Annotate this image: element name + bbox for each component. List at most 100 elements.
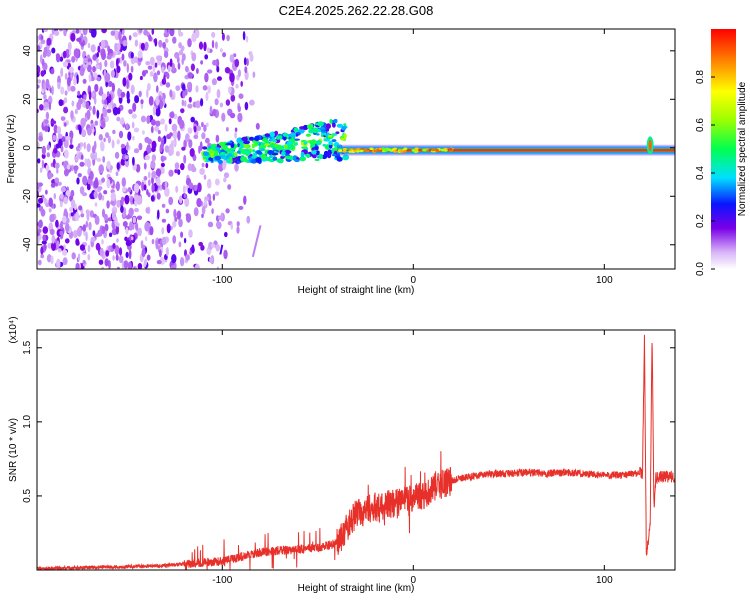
spectrogram-noise-cell [41,159,45,169]
spectrogram-carrier-cell [398,149,403,152]
spectrogram-noise-cell [112,106,119,116]
spectrogram-noise-cell [89,170,94,181]
spectrogram-noise-cell [238,205,244,210]
spectrogram-noise-cell [183,154,187,164]
spectrogram-noise-cell [150,126,154,134]
spectrogram-noise-cell [233,53,237,58]
spectrogram-noise-cell [43,29,48,33]
spectrogram-noise-cell [144,236,148,241]
spectrogram-noise-cell [155,120,161,127]
spectrogram-noise-cell [153,38,157,44]
snr-series-line [37,334,675,570]
spectrogram-noise-cell [79,161,85,167]
spectrogram-noise-cell [150,195,155,202]
spectrogram-carrier-cell [393,150,398,153]
spectrogram-stray-mark [219,244,224,255]
spectrogram-noise-cell [164,123,168,132]
spectrogram-noise-cell [227,184,232,190]
spectrogram-noise-cell [62,50,67,59]
spectrogram-noise-cell [85,231,88,242]
spectrogram-noise-cell [148,34,152,42]
spectrogram-noise-cell [142,130,145,135]
spectrogram-noise-cell [130,56,136,65]
spectrogram-noise-cell [182,90,186,99]
spectrogram-trace-cell [300,141,305,146]
spectrogram-trace-cell [300,151,305,158]
spectrogram-trace-cell [294,159,300,163]
spectrogram-noise-cell [141,181,145,192]
spectrogram-noise-cell [194,263,200,269]
spectrogram-noise-cell [100,113,104,122]
spectrogram-noise-cell [204,72,209,83]
y-tick-label: 0 [22,145,33,151]
spectrogram-noise-cell [99,61,102,71]
spectrogram-noise-cell [128,35,132,41]
spectrogram-carrier-cell [384,148,389,152]
spectrogram-noise-cell [83,94,87,100]
spectrogram-noise-cell [90,44,96,53]
spectrogram-trace-cell [269,154,273,159]
spectrogram-noise-cell [104,258,109,267]
spectrogram-carrier-cell [435,149,440,153]
spectrogram-noise-cell [163,74,166,84]
spectrogram-noise-cell [110,200,115,205]
spectrogram-noise-cell [121,29,125,36]
spectrogram-noise-cell [101,177,105,183]
spectrogram-noise-cell [122,40,128,47]
spectrogram-noise-cell [123,260,129,269]
spectrogram-noise-cell [118,255,124,264]
spectrogram-noise-cell [41,153,46,159]
spectrogram-noise-cell [70,212,74,217]
spectrogram-noise-cell [80,129,87,137]
spectrogram-noise-cell [44,119,49,124]
spectrogram-noise-cell [48,101,52,111]
spectrogram-noise-cell [76,37,82,42]
spectrogram-noise-cell [219,102,224,108]
spectrogram-noise-cell [187,38,192,48]
spectrogram-trace-cell [236,137,241,144]
spectrogram-noise-cell [246,58,249,67]
spectrogram-noise-cell [70,189,75,198]
spectrogram-trace-cell [262,138,269,143]
spectrogram-noise-cell [200,244,205,251]
spectrogram-noise-cell [37,203,41,208]
spectrogram-trace-cell [219,151,226,156]
spectrogram-trace-cell [343,123,347,126]
spectrogram-carrier-cell [413,150,418,153]
spectrogram-noise-cell [172,235,177,244]
spectrogram-noise-cell [229,54,235,63]
spectrogram-noise-cell [48,172,52,180]
spectrogram-noise-cell [101,195,105,201]
spectrogram-noise-cell [116,182,119,190]
spectrogram-noise-cell [156,55,162,61]
spectrogram-trace-cell [325,123,331,129]
spectrogram-noise-cell [238,93,244,99]
spectrogram-noise-cell [146,254,151,261]
spectrogram-noise-cell [181,57,184,65]
spectrogram-noise-cell [159,249,162,258]
spectrogram-noise-cell [159,99,164,109]
spectrogram-noise-cell [197,182,202,193]
spectrogram-noise-cell [88,73,92,82]
colorbar-tick-label: 0.2 [695,214,706,228]
spectrogram-noise-cell [240,80,243,87]
spectrogram-noise-cell [58,99,64,107]
spectrogram-noise-cell [200,98,204,107]
spectrogram-noise-cell [73,165,79,171]
spectrogram-trace-cell [326,152,332,159]
spectrogram-noise-cell [68,50,72,56]
spectrogram-noise-cell [146,144,151,154]
spectrogram-noise-cell [57,81,61,90]
spectrogram-noise-cell [115,254,119,261]
spectrogram-noise-cell [133,266,136,269]
spectrogram-noise-cell [155,168,162,177]
spectrogram-carrier-cell [353,149,357,152]
spectrogram-noise-cell [37,65,41,75]
spectrogram-noise-cell [60,186,67,193]
spectrogram-carrier-cell [356,147,361,151]
spectrogram-noise-cell [169,111,175,119]
spectrogram-trace-cell [203,151,210,157]
spectrogram-noise-cell [116,162,120,170]
spectrogram-noise-cell [151,170,157,179]
spectrogram-noise-cell [103,137,106,143]
